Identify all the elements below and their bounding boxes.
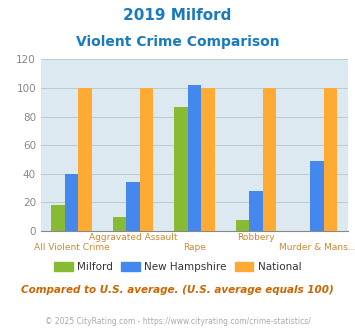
Bar [235,219,249,231]
Bar [201,88,215,231]
Bar [113,217,126,231]
Text: © 2025 CityRating.com - https://www.cityrating.com/crime-statistics/: © 2025 CityRating.com - https://www.city… [45,317,310,326]
Bar [310,161,324,231]
Legend: Milford, New Hampshire, National: Milford, New Hampshire, National [50,258,305,276]
Bar [324,88,338,231]
Bar [187,85,201,231]
Bar [263,88,276,231]
Bar [51,205,65,231]
Bar [140,88,153,231]
Text: Rape: Rape [183,243,206,251]
Text: Compared to U.S. average. (U.S. average equals 100): Compared to U.S. average. (U.S. average … [21,285,334,295]
Text: Murder & Mans...: Murder & Mans... [279,243,355,251]
Bar [78,88,92,231]
Bar [174,107,187,231]
Bar [126,182,140,231]
Text: Aggravated Assault: Aggravated Assault [89,233,177,242]
Text: Robbery: Robbery [237,233,274,242]
Text: 2019 Milford: 2019 Milford [123,8,232,23]
Text: All Violent Crime: All Violent Crime [34,243,109,251]
Text: Violent Crime Comparison: Violent Crime Comparison [76,35,279,49]
Bar [249,191,263,231]
Bar [65,174,78,231]
